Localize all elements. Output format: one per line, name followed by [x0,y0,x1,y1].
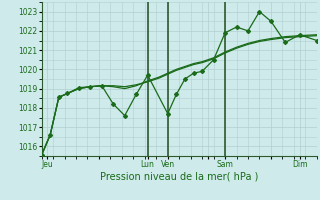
X-axis label: Pression niveau de la mer( hPa ): Pression niveau de la mer( hPa ) [100,172,258,182]
